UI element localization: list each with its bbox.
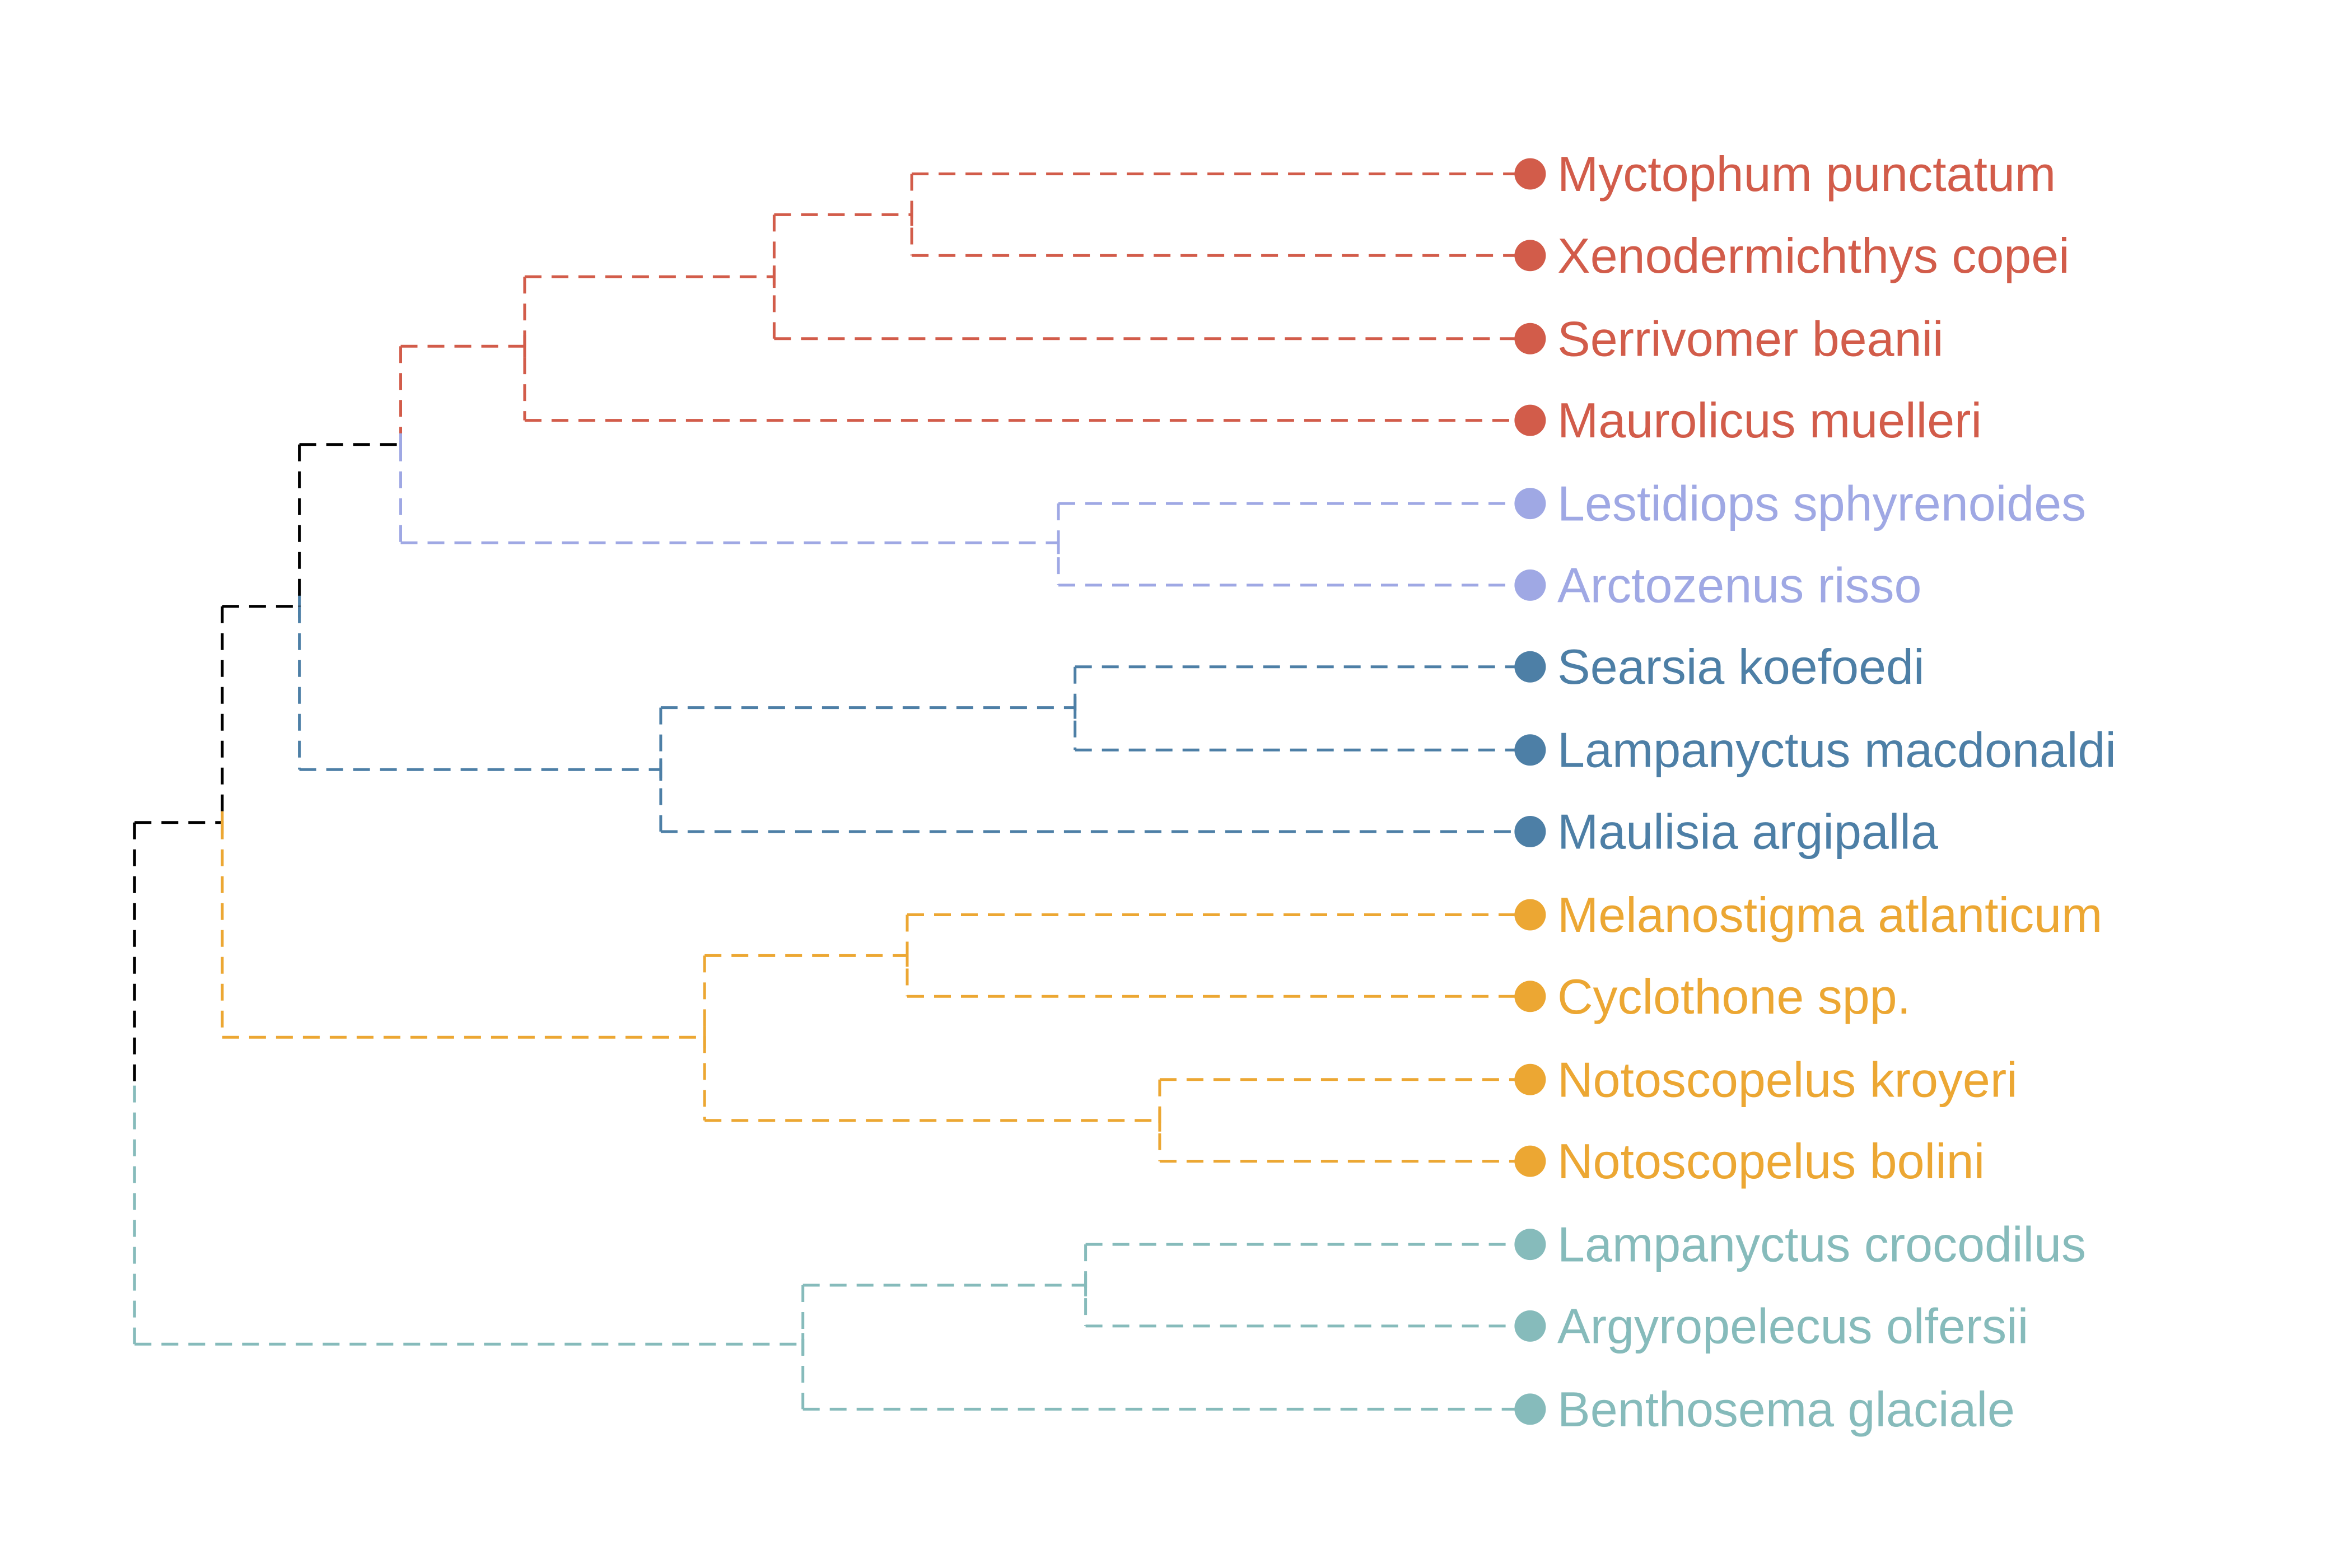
dendrogram-branches: [133, 172, 1525, 1411]
tip-label: Maulisia argipalla: [1557, 804, 1938, 860]
tip-label: Lampanyctus crocodilus: [1557, 1217, 2086, 1272]
tip-label: Myctophum punctatum: [1557, 146, 2056, 202]
tip-label: Notoscopelus kroyeri: [1557, 1052, 2018, 1107]
tip-label: Arctozenus risso: [1557, 557, 1921, 613]
tip-dot: [1514, 981, 1546, 1012]
tip-label: Serrivomer beanii: [1557, 311, 1944, 366]
tip-label: Searsia koefoedi: [1557, 639, 1925, 694]
tip-dot: [1514, 1229, 1546, 1261]
tip-label: Melanostigma atlanticum: [1557, 887, 2102, 942]
tip-label: Cyclothone spp.: [1557, 969, 1911, 1024]
tip-dot: [1514, 816, 1546, 847]
tip-dot: [1514, 1310, 1546, 1342]
tip-dot: [1514, 734, 1546, 766]
tip-dot: [1514, 158, 1546, 190]
tip-dot: [1514, 1393, 1546, 1425]
tip-dot: [1514, 899, 1546, 931]
dendrogram-tips: Myctophum punctatum Xenodermichthys copei…: [1514, 146, 2116, 1437]
tip-dot: [1514, 651, 1546, 683]
tip-label: Notoscopelus bolini: [1557, 1133, 1985, 1189]
tip-dot: [1514, 240, 1546, 272]
tip-dot: [1514, 1063, 1546, 1095]
tip-label: Xenodermichthys copei: [1557, 228, 2070, 283]
tip-dot: [1514, 323, 1546, 354]
tip-dot: [1514, 404, 1546, 436]
tip-dot: [1514, 1145, 1546, 1177]
tip-label: Lampanyctus macdonaldi: [1557, 722, 2116, 778]
tip-dot: [1514, 569, 1546, 601]
tip-label: Argyropelecus olfersii: [1557, 1298, 2028, 1354]
tip-label: Lestidiops sphyrenoides: [1557, 476, 2086, 531]
tip-dot: [1514, 488, 1546, 520]
tip-label: Maurolicus muelleri: [1557, 393, 1982, 448]
tip-label: Benthosema glaciale: [1557, 1382, 2015, 1437]
